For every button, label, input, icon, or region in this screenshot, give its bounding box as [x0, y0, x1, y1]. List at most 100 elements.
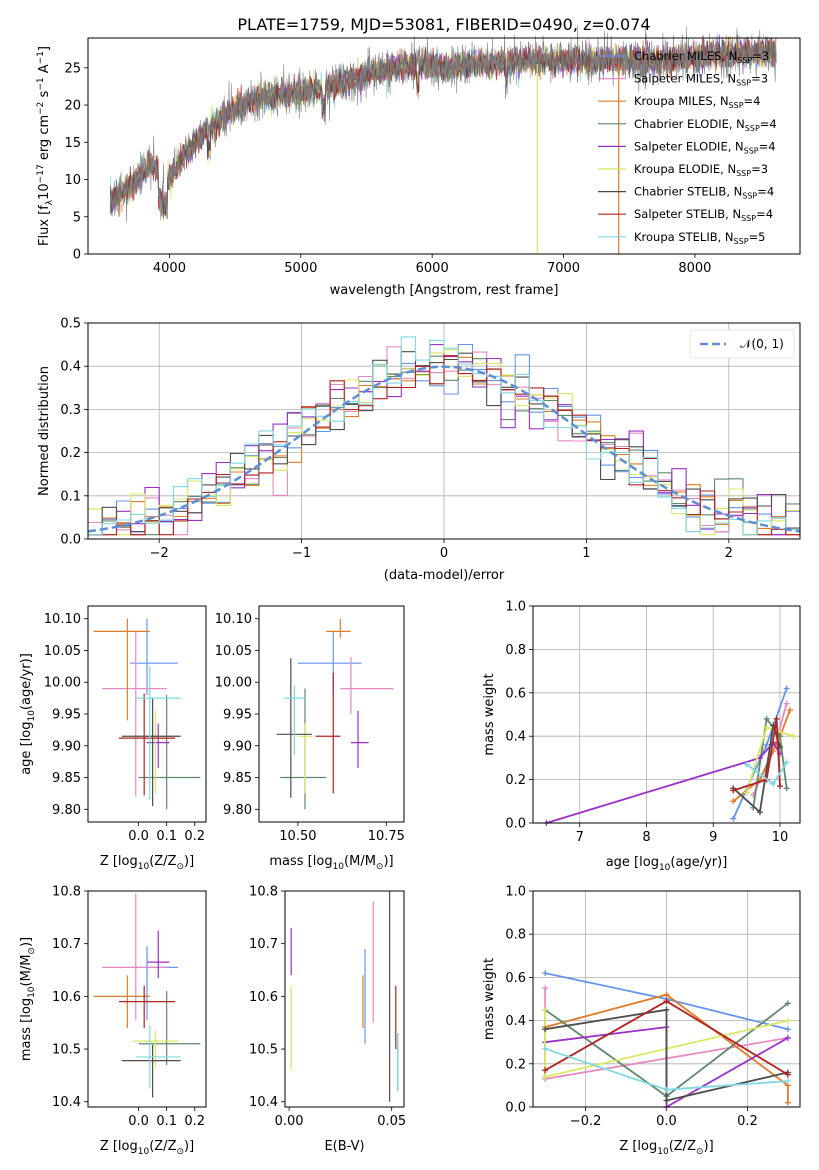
axes-frame	[532, 890, 801, 1108]
x-tick-label: 8000	[678, 261, 711, 276]
y-tick-label: 0.0	[60, 533, 81, 548]
weight-line-4	[546, 741, 781, 824]
y-axis-label: Flux [fλ10−17 erg cm−2 s−1 A−1]	[36, 46, 55, 246]
label-part: )]	[19, 653, 34, 663]
y-tick-label: 0.5	[60, 317, 81, 332]
legend-label: Salpeter STELIB, NSSP=4	[634, 207, 773, 223]
y-tick-label: 10.4	[249, 1095, 278, 1110]
y-tick-label: 9.80	[223, 803, 252, 818]
y-tick-label: 10.8	[249, 885, 278, 900]
legend-label: Kroupa MILES, NSSP=4	[634, 94, 760, 110]
legend-nssp: =4	[760, 117, 777, 131]
y-tick-label: 10.00	[215, 676, 252, 691]
x-tick-label: 0.0	[656, 1114, 677, 1129]
label-part: 10	[27, 986, 37, 998]
y-tick-label: 0.1	[60, 489, 81, 504]
axes-age_vs_Z: 0.0 0.1 0.2 9.80 9.85 9.90 9.95 10.00 10.05 10.10	[44, 612, 205, 844]
legend-label: Chabrier ELODIE, NSSP=4	[634, 117, 777, 133]
label-part: Z/Z	[154, 854, 176, 869]
y-tick-label: 9.85	[52, 771, 81, 786]
label-part: age [log	[606, 855, 659, 870]
x-tick-label: −2	[150, 546, 169, 561]
y-tick-label: 9.90	[223, 739, 252, 754]
axes-mass_vs_Z: 0.0 0.1 0.2 10.4 10.5 10.6 10.7 10.8	[52, 885, 205, 1130]
x-tick-label: 9	[709, 830, 717, 845]
y-tick-label: 10.8	[52, 885, 81, 900]
axes-frame	[87, 37, 801, 255]
legend-nssp: =4	[757, 185, 774, 199]
label-part: Z [log	[100, 854, 138, 869]
y-tick-label: 15	[64, 136, 81, 151]
y-tick-label: 9.95	[52, 708, 81, 723]
axes-weight_vs_Z: −0.2 0.0 0.2 0.0 0.2 0.4 0.6 0.8 1.0	[505, 885, 800, 1129]
label-part: 10	[138, 862, 150, 872]
axes-frame	[258, 605, 405, 823]
x-tick-label: 0.2	[737, 1114, 758, 1129]
x-tick-label: 10.75	[368, 829, 405, 844]
label-part: (	[19, 981, 34, 986]
legend-model-name: Chabrier MILES, N	[634, 49, 737, 63]
y-tick-label: 0.8	[505, 643, 526, 658]
x-tick-label: 0.0	[128, 1114, 149, 1129]
y-axis-label: Normed distribution	[37, 366, 52, 496]
y-tick-label: 9.95	[223, 708, 252, 723]
residual-histogram-chabrier-miles	[88, 343, 800, 536]
y-tick-label: 10.05	[44, 644, 81, 659]
legend-label: Kroupa ELODIE, NSSP=3	[634, 162, 768, 178]
y-tick-label: 20	[64, 99, 81, 114]
y-tick-label: 0.6	[505, 971, 526, 986]
label-part: 10	[333, 862, 345, 872]
y-axis-label: mass [log10(M/M⊙)]	[19, 937, 37, 1061]
x-axis-label: Z [log10(Z/Z⊙)]	[619, 1139, 713, 1157]
label-part: −17	[36, 164, 46, 183]
legend-model-name: Chabrier ELODIE, N	[634, 117, 745, 131]
label-part: 10	[138, 1147, 150, 1157]
label-part: 10	[37, 183, 52, 200]
y-tick-label: 10.4	[52, 1095, 81, 1110]
x-tick-label: 10.50	[279, 829, 316, 844]
label-part: Flux [f	[37, 205, 52, 246]
legend-label: Salpeter ELODIE, NSSP=4	[634, 139, 776, 155]
y-tick-label: 0.6	[505, 686, 526, 701]
y-tick-label: 10.6	[52, 990, 81, 1005]
y-tick-label: 10.5	[52, 1043, 81, 1058]
label-part: mass [log	[269, 854, 332, 869]
y-tick-label: 0.2	[505, 773, 526, 788]
y-tick-label: 0.3	[60, 403, 81, 418]
axes-mass_vs_ebv: 0.00 0.05 10.4 10.5 10.6 10.7 10.8	[249, 885, 406, 1130]
y-tick-label: 25	[64, 61, 81, 76]
x-tick-label: 0.2	[184, 1114, 205, 1129]
x-tick-label: 2	[725, 546, 733, 561]
weight-line-6	[544, 1008, 789, 1102]
label-part: Z/Z	[154, 1139, 176, 1154]
x-tick-label: 4000	[153, 261, 186, 276]
label-part: )]	[704, 1139, 714, 1154]
axes-frame	[87, 605, 207, 823]
y-tick-label: 10.5	[249, 1043, 278, 1058]
y-axis-label: mass weight	[482, 958, 497, 1040]
legend-model-name: Salpeter ELODIE, N	[634, 139, 744, 153]
legend-model-name: Kroupa STELIB, N	[634, 230, 734, 244]
x-tick-label: −0.2	[570, 1114, 602, 1129]
legend-nssp: =3	[751, 72, 768, 86]
y-tick-label: 0.4	[505, 730, 526, 745]
legend-model-name: Salpeter MILES, N	[634, 72, 736, 86]
residual-legend-box	[689, 329, 795, 359]
y-tick-label: 10.05	[215, 644, 252, 659]
y-tick-label: 0.4	[60, 360, 81, 375]
legend-subscript: SSP	[736, 169, 751, 178]
axes-frame	[284, 890, 405, 1108]
x-tick-label: 7	[576, 830, 584, 845]
y-tick-label: 9.85	[223, 771, 252, 786]
y-tick-label: 10.7	[52, 937, 81, 952]
label-part: −1	[36, 77, 46, 90]
legend-nssp: =4	[759, 139, 776, 153]
legend-label: Chabrier STELIB, NSSP=4	[634, 185, 774, 201]
label-part: (	[149, 854, 154, 869]
legend-subscript: SSP	[742, 192, 757, 201]
y-tick-label: 0.4	[505, 1014, 526, 1029]
label-part: M/M	[19, 955, 34, 982]
y-tick-label: 1.0	[505, 885, 526, 900]
y-tick-label: 9.80	[52, 803, 81, 818]
